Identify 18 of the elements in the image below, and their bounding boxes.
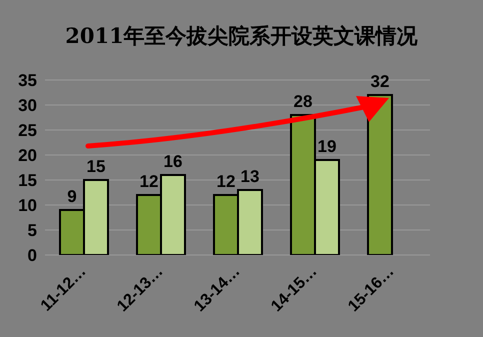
y-tick-label: 0 [28, 246, 37, 266]
y-tick-label: 5 [28, 221, 37, 240]
y-tick-label: 30 [18, 96, 37, 116]
data-label: 13 [240, 167, 260, 186]
data-label: 12 [140, 172, 158, 191]
data-label: 12 [216, 172, 236, 191]
data-label: 15 [86, 157, 106, 176]
data-label: 28 [294, 92, 312, 111]
data-label: 19 [318, 137, 336, 156]
y-tick-label: 20 [18, 146, 37, 166]
data-label: 9 [67, 187, 77, 206]
data-label: 16 [164, 152, 182, 171]
y-tick-label: 15 [18, 171, 37, 190]
data-label: 32 [370, 72, 390, 91]
y-tick-label: 25 [18, 121, 37, 140]
y-tick-label: 35 [18, 71, 37, 90]
y-tick-label: 10 [18, 196, 37, 216]
chart-title: 2011年至今拔尖院系开设英文课情况 [64, 22, 419, 50]
